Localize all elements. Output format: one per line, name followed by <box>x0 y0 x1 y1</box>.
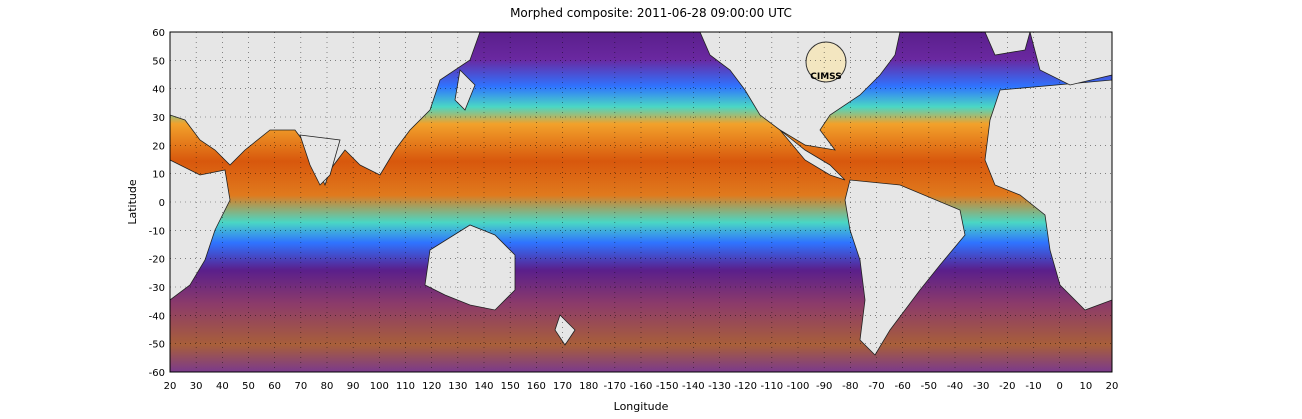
y-tick-label: 30 <box>152 113 165 124</box>
y-tick-label: -60 <box>149 368 165 379</box>
y-tick-label: -10 <box>149 226 165 237</box>
x-tick-label: -120 <box>734 381 757 392</box>
x-tick-label: -10 <box>1025 381 1041 392</box>
x-tick-label: 70 <box>294 381 307 392</box>
x-tick-label: -20 <box>999 381 1015 392</box>
y-tick-label: 50 <box>152 56 165 67</box>
x-tick-label: -90 <box>816 381 832 392</box>
y-tick-label: -40 <box>149 311 165 322</box>
x-tick-label: -130 <box>708 381 731 392</box>
x-tick-label: -50 <box>921 381 937 392</box>
x-tick-label: 50 <box>242 381 255 392</box>
y-tick-label: 20 <box>152 141 165 152</box>
y-tick-label: 40 <box>152 85 165 96</box>
land-japan <box>454 69 476 111</box>
y-tick-label: 0 <box>159 198 165 209</box>
x-tick-label: 180 <box>579 381 598 392</box>
y-axis-label: Latitude <box>126 179 139 225</box>
land-australia <box>424 224 516 311</box>
x-tick-label: 170 <box>553 381 572 392</box>
x-tick-label: 10 <box>1079 381 1092 392</box>
x-tick-label: 160 <box>527 381 546 392</box>
x-axis-ticks: 20 30 40 50 60 70 80 90 100 110 120 130 140 150 160 170… <box>164 381 1119 392</box>
x-tick-label: -30 <box>973 381 989 392</box>
map-title: Morphed composite: 2011-06-28 09:00:00 U… <box>510 6 792 20</box>
x-tick-label: 130 <box>448 381 467 392</box>
x-tick-label: -110 <box>760 381 783 392</box>
land-south-america <box>844 179 966 356</box>
x-tick-label: -70 <box>868 381 884 392</box>
plot-frame <box>169 31 1113 373</box>
land-india <box>299 134 341 186</box>
cimss-logo: CIMSS <box>805 41 847 83</box>
logo-text: CIMSS <box>810 72 841 82</box>
x-tick-label: -170 <box>603 381 626 392</box>
x-tick-label: 80 <box>321 381 334 392</box>
x-tick-label: 140 <box>474 381 493 392</box>
land-africa <box>169 159 231 301</box>
x-tick-label: 30 <box>190 381 203 392</box>
x-tick-label: 20 <box>164 381 177 392</box>
x-tick-label: 120 <box>422 381 441 392</box>
y-tick-label: -50 <box>149 340 165 351</box>
land-central-america <box>779 129 846 181</box>
x-tick-label: -100 <box>787 381 810 392</box>
land-north-america <box>699 31 901 151</box>
x-tick-label: -150 <box>656 381 679 392</box>
y-tick-label: 60 <box>152 28 165 39</box>
x-tick-label: 110 <box>396 381 415 392</box>
x-tick-label: 40 <box>216 381 229 392</box>
land-new-zealand <box>554 314 576 346</box>
grid-lines <box>170 32 1112 372</box>
x-tick-label: 100 <box>370 381 389 392</box>
x-axis-label: Longitude <box>614 400 669 413</box>
x-tick-label: -140 <box>682 381 705 392</box>
y-tick-label: -20 <box>149 255 165 266</box>
land-masses <box>169 31 1113 356</box>
x-tick-label: 20 <box>1106 381 1119 392</box>
y-tick-label: -30 <box>149 283 165 294</box>
x-tick-label: -40 <box>947 381 963 392</box>
x-tick-label: 60 <box>268 381 281 392</box>
x-tick-label: 0 <box>1056 381 1062 392</box>
x-tick-label: -80 <box>842 381 858 392</box>
x-tick-label: 150 <box>501 381 520 392</box>
x-tick-label: -160 <box>630 381 653 392</box>
x-tick-label: 90 <box>347 381 360 392</box>
y-tick-label: 10 <box>152 170 165 181</box>
x-tick-label: -60 <box>894 381 910 392</box>
y-axis-ticks: 60 50 40 30 20 10 0 -10 -20 -30 -40 -50 -60 <box>149 28 165 379</box>
